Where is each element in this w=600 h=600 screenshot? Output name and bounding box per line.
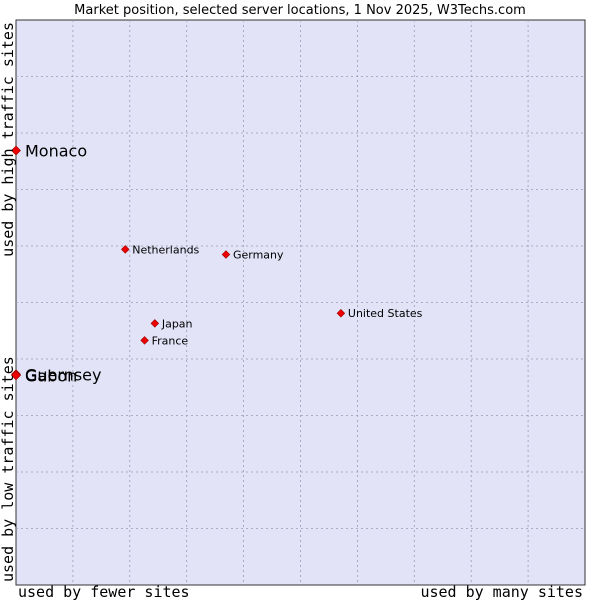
data-points: Monaco Netherlands Germany United States Jap… — [11, 142, 423, 385]
x-axis-label-right: used by many sites — [420, 583, 583, 600]
data-point-germany — [221, 250, 231, 259]
data-label-united-states: United States — [348, 307, 423, 320]
data-point-france — [140, 336, 149, 345]
data-label-monaco: Monaco — [25, 142, 87, 161]
data-point-united-states — [336, 309, 346, 318]
data-point-monaco — [11, 145, 21, 156]
grid — [16, 20, 585, 585]
y-axis-label-bottom: used by low traffic sites — [0, 356, 17, 582]
data-label-gabon: Gabon — [25, 366, 77, 385]
data-point-japan — [150, 319, 160, 328]
data-label-japan: Japan — [161, 317, 193, 330]
data-point-gabon — [11, 370, 21, 381]
data-point-netherlands — [121, 245, 130, 254]
x-axis-label-left: used by fewer sites — [18, 583, 190, 600]
data-label-france: France — [152, 334, 189, 347]
data-label-guernsey: Guernsey — [25, 365, 101, 384]
chart-title: Market position, selected server locatio… — [74, 3, 526, 18]
data-label-netherlands: Netherlands — [132, 243, 199, 256]
y-axis-label-top: used by high traffic sites — [0, 22, 17, 257]
data-label-germany: Germany — [233, 248, 284, 261]
